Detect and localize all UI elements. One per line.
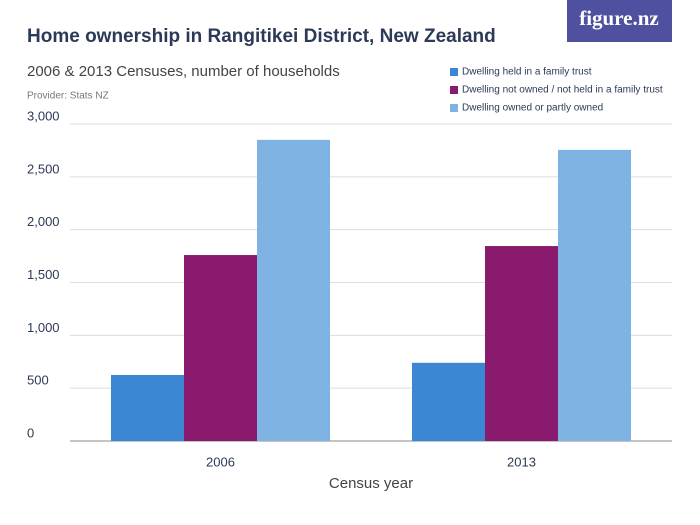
provider: Provider: Stats NZ <box>27 91 109 102</box>
legend-label: Dwelling not owned / not held in a famil… <box>462 85 663 96</box>
bar <box>412 362 485 441</box>
y-tick-label: 500 <box>27 373 49 388</box>
y-tick-label: 2,000 <box>27 214 60 229</box>
x-tick-label: 2006 <box>206 454 235 469</box>
y-tick-label: 2,500 <box>27 161 60 176</box>
x-axis-label: Census year <box>329 475 413 492</box>
y-tick-label: 1,500 <box>27 267 60 282</box>
legend-label: Dwelling owned or partly owned <box>462 103 603 114</box>
bar <box>485 246 558 441</box>
chart-title: Home ownership in Rangitikei District, N… <box>27 26 496 47</box>
legend-swatch <box>450 68 458 76</box>
bar <box>558 149 631 441</box>
y-tick-label: 3,000 <box>27 108 60 123</box>
legend-label: Dwelling held in a family trust <box>462 67 592 78</box>
logo: figure.nz <box>579 6 659 30</box>
x-tick-label: 2013 <box>507 454 536 469</box>
subtitle: 2006 & 2013 Censuses, number of househol… <box>27 63 340 80</box>
logo-box <box>567 0 672 42</box>
legend-swatch <box>450 86 458 94</box>
y-tick-label: 1,000 <box>27 320 60 335</box>
bar <box>111 374 184 441</box>
y-tick-label: 0 <box>27 425 34 440</box>
bar <box>184 255 257 441</box>
bar <box>257 139 330 441</box>
legend-swatch <box>450 104 458 112</box>
